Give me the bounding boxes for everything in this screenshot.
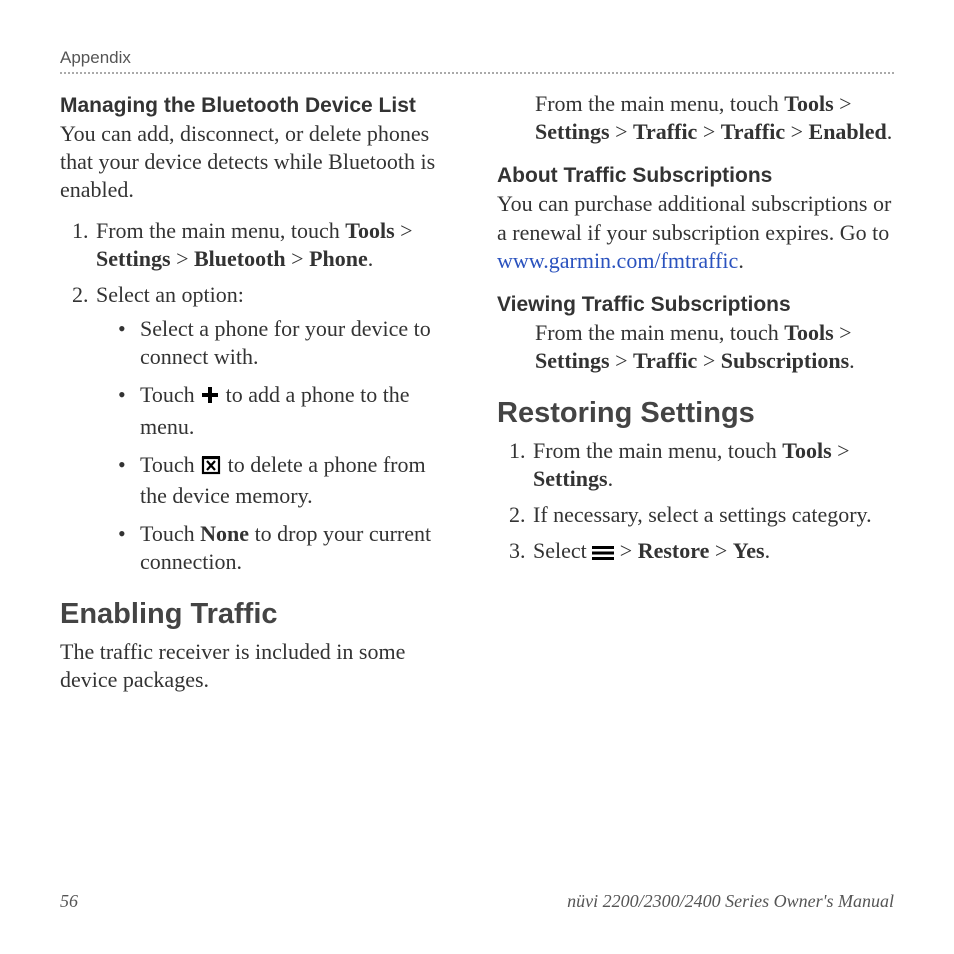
sep: >	[834, 320, 852, 345]
trash-icon	[200, 453, 222, 482]
top-settings: Settings	[535, 119, 610, 144]
para-about-subs: You can purchase additional subscription…	[497, 190, 894, 274]
r3-pre: Select	[533, 538, 592, 563]
right-column: From the main menu, touch Tools > Settin…	[497, 90, 894, 706]
sep: >	[832, 438, 850, 463]
page-number: 56	[60, 891, 78, 912]
view-pre: From the main menu, touch	[535, 320, 784, 345]
top-traffic2: Traffic	[721, 119, 785, 144]
step1-phone: Phone	[309, 246, 368, 271]
heading-about-subs: About Traffic Subscriptions	[497, 164, 894, 188]
step1-text: From the main menu, touch	[96, 218, 345, 243]
r1-tools: Tools	[782, 438, 831, 463]
option-4: Touch None to drop your current connecti…	[118, 520, 457, 576]
opt4-none: None	[200, 521, 249, 546]
plus-icon	[200, 384, 220, 412]
view-settings: Settings	[535, 348, 610, 373]
sep: >	[395, 218, 413, 243]
page-header: Appendix	[60, 48, 894, 74]
sep: >	[614, 538, 637, 563]
top-pre: From the main menu, touch	[535, 91, 784, 116]
heading-view-subs: Viewing Traffic Subscriptions	[497, 293, 894, 317]
restore-step-2: If necessary, select a settings category…	[531, 501, 894, 529]
step-2: Select an option: Select a phone for you…	[94, 281, 457, 576]
r1-pre: From the main menu, touch	[533, 438, 782, 463]
top-enabled: Enabled	[809, 119, 887, 144]
r3-yes: Yes	[733, 538, 765, 563]
step1-tools: Tools	[345, 218, 394, 243]
r3-restore: Restore	[638, 538, 710, 563]
bluetooth-options: Select a phone for your device to connec…	[96, 315, 457, 576]
top-tools: Tools	[784, 91, 833, 116]
r1-settings: Settings	[533, 466, 608, 491]
option-3: Touch to delete a phone from the device …	[118, 451, 457, 510]
heading-enabling-traffic: Enabling Traffic	[60, 598, 457, 631]
menu-icon	[592, 540, 614, 568]
view-tools: Tools	[784, 320, 833, 345]
restore-step-3: Select > Restore > Yes.	[531, 537, 894, 568]
step2-text: Select an option:	[96, 282, 244, 307]
sep: >	[286, 246, 309, 271]
left-column: Managing the Bluetooth Device List You c…	[60, 90, 457, 706]
sep: >	[610, 119, 633, 144]
option-2: Touch to add a phone to the menu.	[118, 381, 457, 440]
bluetooth-steps: From the main menu, touch Tools > Settin…	[62, 217, 457, 577]
sep: >	[697, 348, 720, 373]
sep: >	[171, 246, 194, 271]
step-1: From the main menu, touch Tools > Settin…	[94, 217, 457, 273]
page-footer: 56 nüvi 2200/2300/2400 Series Owner's Ma…	[60, 891, 894, 912]
view-subs-path: From the main menu, touch Tools > Settin…	[497, 319, 894, 375]
sep: >	[834, 91, 852, 116]
heading-restoring: Restoring Settings	[497, 397, 894, 430]
para-traffic: The traffic receiver is included in some…	[60, 638, 457, 694]
opt4-pre: Touch	[140, 521, 200, 546]
sep: >	[709, 538, 732, 563]
sep: >	[697, 119, 720, 144]
restore-steps: From the main menu, touch Tools > Settin…	[499, 437, 894, 569]
restore-step-1: From the main menu, touch Tools > Settin…	[531, 437, 894, 493]
step1-bluetooth: Bluetooth	[194, 246, 286, 271]
step1-settings: Settings	[96, 246, 171, 271]
sep: >	[610, 348, 633, 373]
top-traffic1: Traffic	[633, 119, 697, 144]
option-1: Select a phone for your device to connec…	[118, 315, 457, 371]
heading-bluetooth: Managing the Bluetooth Device List	[60, 94, 457, 118]
para-bluetooth: You can add, disconnect, or delete phone…	[60, 120, 457, 204]
footer-title: nüvi 2200/2300/2400 Series Owner's Manua…	[567, 891, 894, 912]
view-subs: Subscriptions	[721, 348, 849, 373]
about-pre: You can purchase additional subscription…	[497, 191, 891, 244]
opt2-pre: Touch	[140, 382, 200, 407]
opt3-pre: Touch	[140, 452, 200, 477]
view-traffic: Traffic	[633, 348, 697, 373]
header-title: Appendix	[60, 48, 131, 67]
traffic-enable-path: From the main menu, touch Tools > Settin…	[497, 90, 894, 146]
content-columns: Managing the Bluetooth Device List You c…	[60, 90, 894, 706]
fmtraffic-link[interactable]: www.garmin.com/fmtraffic	[497, 248, 738, 273]
sep: >	[785, 119, 808, 144]
